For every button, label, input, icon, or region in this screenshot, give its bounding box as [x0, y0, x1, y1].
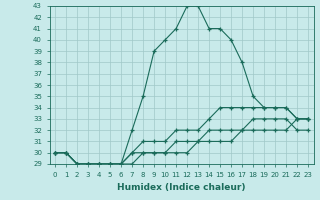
X-axis label: Humidex (Indice chaleur): Humidex (Indice chaleur)	[117, 183, 246, 192]
